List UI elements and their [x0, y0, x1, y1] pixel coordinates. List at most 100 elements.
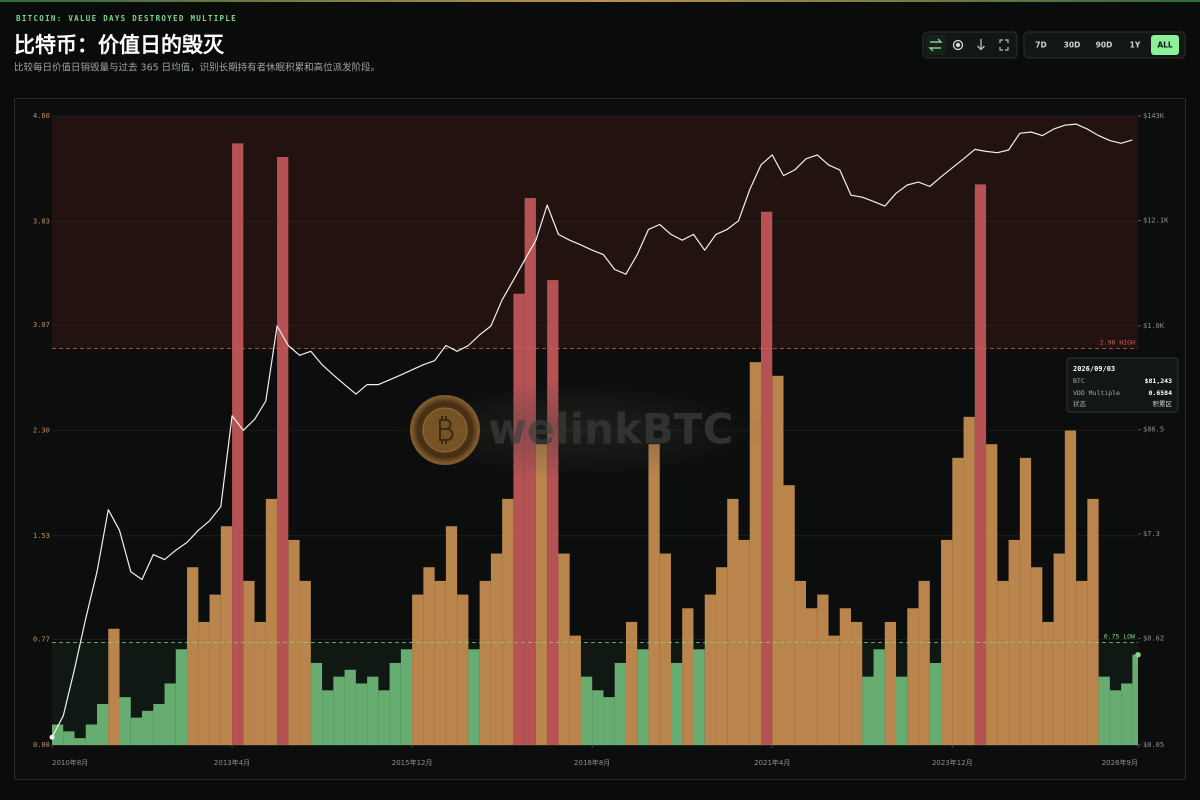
vdd-bar — [63, 731, 75, 745]
plot-area: 0.00 0.77 1.53 2.30 3.07 3.83 4.60 $0.05 $0.62 $7… — [33, 112, 1169, 767]
vdd-bar — [535, 444, 548, 745]
vdd-bar — [265, 498, 278, 745]
vdd-bar — [828, 635, 840, 745]
range-button-bg[interactable] — [1151, 35, 1179, 55]
vdd-bar — [772, 375, 784, 745]
vdd-bar — [907, 608, 919, 745]
vdd-bar — [299, 580, 311, 745]
y2-tick-label: $0.62 — [1143, 634, 1164, 642]
vdd-bar — [963, 416, 975, 745]
page-subtitle: 比较每日价值日销毁量与过去 365 日均值，识别长期持有者休眠积累和高位派发阶段… — [14, 62, 380, 74]
vdd-bar — [851, 621, 863, 745]
x-tick-label: 2010年8月 — [52, 758, 88, 767]
vdd-bar — [74, 738, 86, 745]
vdd-bar — [817, 594, 829, 745]
vdd-bar — [592, 690, 604, 745]
vdd-bar — [1053, 553, 1065, 745]
price-line — [51, 123, 1133, 738]
y-tick-label: 0.77 — [33, 636, 50, 644]
y-tick-label: 1.53 — [33, 532, 50, 540]
swap-button[interactable] — [926, 35, 946, 55]
vdd-bar — [254, 621, 266, 745]
range-button[interactable]: 90D — [1096, 41, 1113, 50]
vdd-bar — [445, 526, 458, 745]
vdd-bar — [569, 635, 581, 745]
fullscreen-button[interactable] — [999, 39, 1009, 51]
vdd-bar — [1098, 676, 1110, 745]
vdd-bar — [727, 498, 739, 745]
vdd-bar — [1019, 457, 1032, 745]
vdd-bar — [1031, 567, 1043, 745]
record-button[interactable] — [952, 39, 964, 51]
vdd-end-dot — [1135, 651, 1141, 658]
range-button[interactable]: ALL — [1151, 35, 1179, 55]
vdd-bar — [738, 539, 750, 745]
page-title: 比特币：价值日的毁灭 — [14, 33, 225, 57]
vdd-bar — [164, 683, 176, 745]
vdd-bar — [580, 676, 593, 745]
vdd-bar — [153, 703, 165, 745]
range-button-label[interactable]: 1Y — [1130, 41, 1141, 50]
vdd-bar — [243, 580, 255, 745]
fullscreen-icon[interactable] — [999, 39, 1009, 51]
vdd-bar — [434, 580, 446, 745]
vdd-bar — [884, 621, 897, 745]
range-button-label[interactable]: 90D — [1096, 41, 1113, 50]
download-icon[interactable] — [977, 39, 985, 51]
tooltip: 2026/09/03 BTC $81,243 VDD Multiple 0.65… — [1066, 357, 1179, 413]
vdd-bar — [749, 362, 761, 745]
y-tick-label: 4.60 — [33, 112, 50, 120]
vdd-bar — [760, 211, 773, 745]
vdd-bar — [794, 580, 807, 745]
vdd-bar — [839, 608, 852, 745]
tooltip-value: 积累区 — [1153, 399, 1173, 408]
vdd-bar — [502, 498, 514, 745]
y-tick-label: 3.07 — [33, 321, 50, 329]
threshold-label: 0.75 LOW — [1104, 632, 1135, 640]
vdd-bar — [175, 649, 188, 745]
swap-button-bg[interactable] — [926, 35, 946, 55]
record-icon[interactable] — [952, 39, 964, 51]
range-button[interactable]: 30D — [1064, 41, 1081, 50]
range-button-label[interactable]: ALL — [1157, 41, 1173, 50]
vdd-bar — [783, 485, 795, 745]
vdd-bar — [974, 184, 987, 745]
vdd-bar — [806, 608, 818, 745]
vdd-bar — [457, 594, 469, 745]
x-tick-label: 2018年8月 — [574, 758, 610, 767]
vdd-bar — [513, 293, 525, 745]
vdd-bar — [97, 703, 109, 745]
vdd-bar — [378, 690, 390, 745]
vdd-bar — [637, 649, 649, 745]
x-tick-label: 2023年12月 — [932, 758, 973, 767]
y-tick-label: 2.30 — [33, 427, 50, 435]
vdd-bar — [400, 649, 413, 745]
vdd-bar — [209, 594, 221, 745]
vdd-bar — [1132, 654, 1138, 745]
tooltip-value: $81,243 — [1145, 377, 1172, 385]
range-button-label[interactable]: 30D — [1064, 41, 1081, 50]
vdd-bar — [547, 280, 559, 745]
download-button[interactable] — [977, 39, 985, 51]
vdd-bar — [367, 676, 379, 745]
range-button[interactable]: 7D — [1035, 41, 1046, 50]
range-button[interactable]: 1Y — [1130, 41, 1141, 50]
range-button-label[interactable]: 7D — [1035, 41, 1046, 50]
vdd-bar — [896, 676, 908, 745]
price-start-dot — [49, 734, 55, 740]
vdd-bar — [648, 444, 660, 745]
x-tick-label: 2026年9月 — [1102, 758, 1138, 767]
vdd-bar — [412, 594, 424, 745]
vdd-bar — [952, 457, 964, 745]
vdd-bar — [1064, 430, 1077, 745]
range-group — [1023, 31, 1186, 59]
vdd-bar — [479, 580, 491, 745]
vdd-bar — [423, 567, 435, 745]
vdd-bar — [682, 608, 694, 745]
vdd-bar — [670, 662, 683, 745]
y2-tick-label: $0.05 — [1143, 741, 1164, 749]
vdd-bar — [389, 662, 401, 745]
vdd-bar — [659, 553, 671, 745]
vdd-bar — [52, 724, 64, 745]
